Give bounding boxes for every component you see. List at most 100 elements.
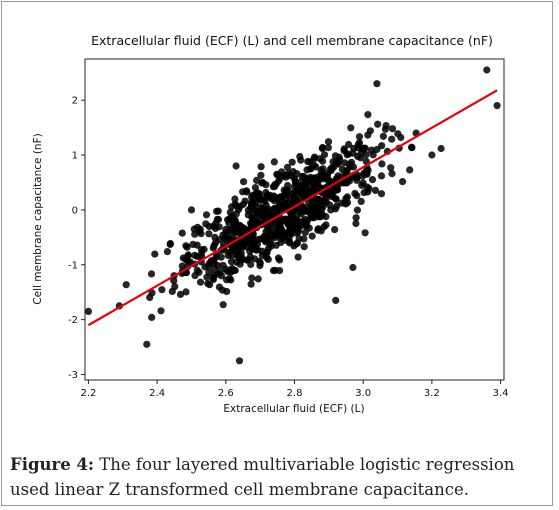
scatter-plot: Extracellular fluid (ECF) (L) and cell m… <box>32 33 509 415</box>
data-point <box>296 152 304 161</box>
data-point <box>378 160 386 168</box>
data-point <box>217 253 225 261</box>
data-point <box>388 135 396 143</box>
data-point <box>378 142 386 150</box>
x-axis-label: Extracellular fluid (ECF) (L) <box>223 403 364 415</box>
data-point <box>349 163 358 171</box>
data-point <box>350 144 358 152</box>
y-axis-label: Cell membrane capacitance (nF) <box>32 133 44 304</box>
y-tick-label: 0 <box>72 205 78 216</box>
data-point <box>290 193 298 201</box>
data-point <box>483 66 491 74</box>
data-point <box>316 212 324 220</box>
data-point <box>314 225 322 233</box>
data-point <box>251 184 259 192</box>
data-point <box>266 224 275 232</box>
data-point <box>281 200 289 208</box>
data-point <box>205 230 213 238</box>
data-point <box>301 228 309 236</box>
data-point <box>437 144 445 153</box>
data-point <box>240 178 248 186</box>
data-point <box>250 238 258 246</box>
data-point <box>262 250 270 258</box>
data-point <box>345 140 353 149</box>
data-point <box>371 186 380 194</box>
data-point <box>239 200 247 208</box>
data-point <box>276 206 284 214</box>
y-tick-label: 1 <box>72 151 78 162</box>
x-tick-label: 3.0 <box>355 388 371 399</box>
data-point <box>209 244 217 252</box>
data-point <box>202 211 211 219</box>
data-point <box>352 219 360 228</box>
data-point <box>251 201 259 210</box>
data-point <box>224 268 232 276</box>
data-point <box>186 258 194 266</box>
data-point <box>353 206 361 214</box>
data-point <box>262 201 270 209</box>
data-point <box>373 145 381 154</box>
data-point <box>209 274 217 282</box>
data-point <box>357 197 365 205</box>
data-point <box>364 131 372 139</box>
data-point <box>251 255 259 263</box>
x-tick-label: 3.4 <box>493 388 509 399</box>
data-point <box>324 138 333 146</box>
data-point <box>319 157 327 165</box>
data-point <box>290 242 298 250</box>
chart-title: Extracellular fluid (ECF) (L) and cell m… <box>91 33 493 48</box>
data-point <box>359 172 367 180</box>
data-point <box>236 260 244 268</box>
data-point <box>379 132 387 140</box>
figure-label: Figure 4: <box>10 455 95 474</box>
data-point <box>184 252 192 260</box>
data-point <box>306 173 314 181</box>
data-point <box>333 159 341 167</box>
data-point <box>300 235 308 243</box>
data-point <box>170 277 178 285</box>
data-point <box>195 227 203 235</box>
data-point <box>274 171 282 179</box>
data-point <box>163 248 171 256</box>
data-point <box>331 152 339 160</box>
data-point <box>387 164 395 172</box>
data-point <box>267 242 275 250</box>
data-point <box>328 164 336 172</box>
figure-frame: Extracellular fluid (ECF) (L) and cell m… <box>1 1 553 506</box>
data-point <box>300 243 308 251</box>
data-points <box>84 66 501 365</box>
data-point <box>388 125 397 133</box>
data-point <box>355 139 363 147</box>
x-tick-label: 3.2 <box>424 388 440 399</box>
data-point <box>334 172 342 180</box>
data-point <box>293 216 301 224</box>
data-point <box>84 307 92 315</box>
data-point <box>196 278 205 286</box>
data-point <box>148 313 156 321</box>
x-tick-label: 2.6 <box>218 388 234 399</box>
data-point <box>359 179 367 187</box>
data-point <box>218 286 227 294</box>
data-point <box>232 162 240 170</box>
y-tick-label: -3 <box>68 370 78 381</box>
data-point <box>302 222 310 230</box>
data-point <box>319 143 327 152</box>
data-point <box>157 307 165 315</box>
data-point <box>227 258 236 266</box>
data-point <box>292 229 300 237</box>
data-point <box>428 151 436 159</box>
data-point <box>364 188 372 196</box>
data-point <box>294 253 302 261</box>
data-point <box>183 243 191 251</box>
data-point <box>271 182 279 190</box>
data-point <box>377 172 386 180</box>
data-point <box>283 163 292 171</box>
data-point <box>493 102 501 110</box>
data-point <box>176 290 185 298</box>
data-point <box>248 214 256 222</box>
data-point <box>231 195 239 203</box>
data-point <box>178 229 186 237</box>
data-point <box>361 229 369 237</box>
data-point <box>219 301 227 309</box>
data-point <box>122 281 130 289</box>
